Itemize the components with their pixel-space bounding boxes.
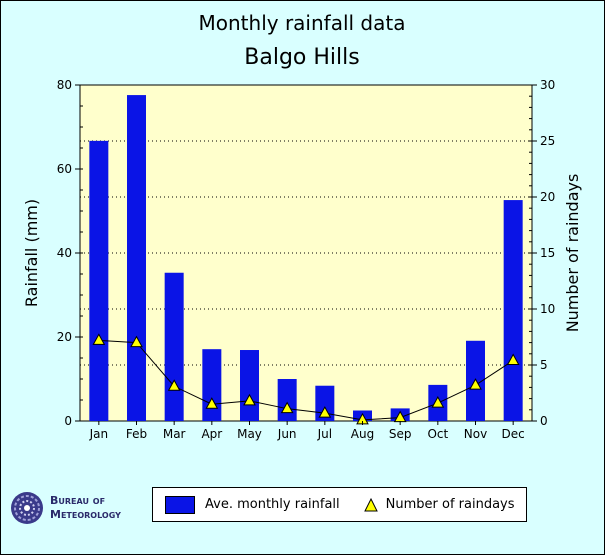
y-axis-title: Rainfall (mm) (22, 199, 41, 307)
x-tick-label: Aug (351, 427, 374, 441)
x-tick-label: Sep (389, 427, 412, 441)
x-tick-label: May (237, 427, 262, 441)
bar-apr (202, 349, 222, 421)
x-tick-label: Dec (502, 427, 525, 441)
y2-tick-label: 0 (540, 414, 548, 428)
legend-bar-swatch (165, 495, 195, 514)
y-tick-label: 60 (57, 162, 72, 176)
y-tick-label: 0 (64, 414, 72, 428)
x-tick-label: Feb (126, 427, 147, 441)
bar-series (89, 95, 523, 422)
bom-logo-line2: Meteorology (50, 508, 121, 521)
raindays-point-jun (280, 401, 294, 414)
y2-tick-label: 5 (540, 358, 548, 372)
raindays-point-apr (205, 397, 219, 409)
legend-label-rainfall: Ave. monthly rainfall (205, 497, 340, 512)
x-tick-label: Jul (317, 427, 332, 441)
y-tick-label: 80 (57, 78, 72, 92)
x-tick-label: Apr (201, 427, 222, 441)
raindays-point-may (243, 393, 256, 406)
raindays-line (98, 339, 514, 421)
y2-tick-label: 25 (540, 134, 555, 148)
bar-dec (503, 200, 523, 421)
y2-axis-title: Number of raindays (563, 174, 582, 333)
raindays-point-jul (318, 406, 332, 418)
raindays-point-feb (130, 335, 143, 348)
legend-label-raindays: Number of raindays (385, 497, 515, 512)
x-tick-label: Oct (427, 427, 448, 441)
x-tick-label: Mar (163, 427, 186, 441)
chart-title: Monthly rainfall data (199, 11, 406, 35)
chart-subtitle: Balgo Hills (244, 45, 359, 70)
y2-tick-label: 10 (540, 302, 555, 316)
bar-feb (127, 95, 146, 421)
y2-tick-label: 20 (540, 190, 555, 204)
grid-lines (80, 140, 532, 366)
x-tick-label: Nov (464, 427, 487, 441)
bom-logo: Bureau of Meteorology (10, 491, 121, 525)
x-tick-label: Jun (277, 427, 297, 441)
bar-jun (277, 379, 297, 421)
axes: 0 20 40 60 80 0 5 10 15 20 25 30 Jan Feb Mar Apr May Jun J… (57, 78, 556, 441)
raindays-point-oct (431, 396, 445, 408)
x-tick-label: Jan (89, 427, 109, 441)
y-tick-label: 40 (57, 246, 72, 260)
line-series (92, 333, 520, 425)
chart-legend: Ave. monthly rainfall Number of raindays (152, 487, 527, 522)
bom-logo-icon (11, 492, 43, 524)
raindays-point-jan (92, 333, 106, 345)
y-tick-label: 20 (57, 330, 72, 344)
bar-may (240, 350, 259, 421)
bom-logo-text: Bureau of Meteorology (50, 494, 121, 522)
legend-triangle-icon (363, 497, 378, 511)
raindays-point-dec (506, 353, 520, 366)
bom-logo-line1: Bureau of (50, 494, 106, 507)
raindays-point-mar (167, 379, 181, 391)
bar-jan (89, 140, 109, 422)
raindays-point-nov (469, 378, 482, 390)
bar-mar (164, 272, 184, 421)
y2-tick-label: 30 (540, 78, 555, 92)
y2-tick-label: 15 (540, 246, 555, 260)
